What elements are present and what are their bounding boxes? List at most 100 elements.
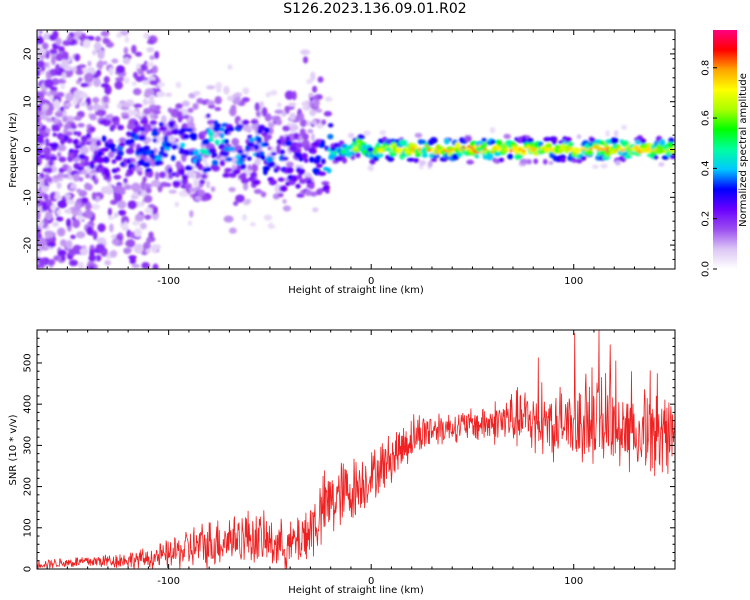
spectrogram-cell — [115, 77, 125, 82]
spectrogram-cell — [189, 187, 197, 193]
spectrogram-cell — [602, 147, 606, 151]
spectrogram-cell — [150, 244, 159, 253]
spectrogram-cell — [276, 144, 281, 155]
spectrogram-cell — [113, 192, 123, 202]
spectrogram-cell — [328, 154, 336, 161]
spectrogram-cell — [72, 97, 78, 106]
spectrogram-cell — [542, 158, 548, 165]
spectrogram-cell — [37, 36, 44, 45]
spectrogram-cell — [236, 124, 244, 129]
spectrogram-cell — [187, 220, 193, 226]
spectrogram-cell — [107, 207, 113, 217]
spectrogram-cell — [618, 146, 623, 150]
spectrogram-cell — [275, 118, 283, 126]
spectrogram-cell — [192, 103, 199, 110]
spectrogram-cell — [265, 155, 274, 163]
spectrogram-cell — [312, 95, 318, 100]
spectrogram-cell — [257, 124, 266, 132]
spectrogram-cell — [414, 152, 421, 158]
spectrogram-cell — [321, 181, 330, 186]
spectrogram-cell — [131, 166, 136, 172]
spectrogram-cell — [44, 230, 54, 239]
spectrogram-cell — [38, 220, 44, 228]
spectrogram-cell — [37, 137, 44, 144]
spectrogram-cell — [173, 127, 179, 135]
spectrogram-cell — [576, 134, 582, 139]
spectrogram-cell — [545, 143, 553, 148]
spectrogram-cell — [131, 44, 137, 54]
spectrogram-cell — [62, 115, 68, 123]
spectrogram-cell — [137, 147, 145, 152]
colorbar-tick-label: 0.4 — [701, 160, 712, 176]
spectrogram-cell — [179, 142, 186, 148]
spectrogram-cell — [79, 247, 89, 256]
snr-y-tick-label: 300 — [23, 436, 34, 455]
spectrogram-cell — [176, 111, 183, 119]
spectrogram-cell — [70, 234, 76, 240]
spectrogram-cell — [307, 129, 314, 134]
spectrogram-cell — [47, 259, 56, 266]
spectrogram-cell — [122, 158, 128, 165]
spectrogram-cell — [505, 147, 510, 151]
spectrogram-cell — [379, 129, 387, 136]
spectrogram-cell — [37, 115, 41, 124]
spectrogram-cell — [160, 114, 167, 125]
spectrogram-cell — [240, 177, 249, 184]
spectrogram-cell — [167, 172, 174, 180]
spectrogram-cell — [287, 166, 294, 174]
spectrogram-cell — [100, 83, 110, 88]
spectrogram-cell — [145, 187, 152, 194]
spectrogram-cell — [104, 260, 112, 266]
spectrogram-cell — [156, 91, 166, 98]
spectrogram-cell — [267, 121, 276, 128]
colorbar-tick-label: 0.8 — [701, 60, 712, 76]
spectrogram-cell — [148, 171, 153, 178]
spectrogram-cell — [317, 76, 324, 83]
spectrogram-cell — [55, 63, 60, 72]
spectrogram-cell — [323, 111, 333, 117]
spectrogram-cell — [109, 223, 114, 233]
spectrogram-cell — [172, 180, 181, 187]
spectrogram-cell — [150, 179, 161, 188]
spectrogram-cell — [181, 100, 190, 107]
spectrogram-cell — [75, 231, 86, 239]
spectrogram-cell — [79, 141, 86, 147]
spectrogram-cell — [454, 141, 461, 149]
spectrogram-cell — [109, 249, 118, 258]
spectrogram-cell — [143, 145, 151, 152]
spectrogram-cell — [344, 147, 349, 153]
spectrogram-cell — [277, 192, 284, 198]
spectrogram-cell — [117, 124, 125, 131]
spectrogram-cell — [85, 141, 92, 146]
spectrogram-cell — [158, 171, 167, 179]
spectrogram-cell — [242, 181, 249, 191]
spectrogram-cell — [282, 125, 291, 132]
spectrogram-cell — [509, 149, 513, 153]
spectrogram-cell — [194, 196, 202, 201]
spectrogram-cell — [107, 182, 112, 192]
spectrogram-cell — [420, 139, 427, 145]
spectrogram-cell — [160, 145, 166, 152]
spectrogram-cell — [43, 32, 51, 41]
spectrogram-cell — [44, 154, 51, 161]
spectrogram-cell — [41, 109, 47, 114]
spectrogram-cell — [125, 172, 131, 177]
spectrogram-cell — [366, 147, 375, 152]
spectrogram-cell — [306, 78, 313, 85]
spectrogram-cell — [352, 146, 361, 154]
spectrogram-cell — [42, 186, 49, 192]
spectrogram-cell — [326, 167, 332, 174]
spectrogram-cell — [384, 147, 393, 152]
spectrogram-cell — [357, 134, 366, 140]
spectrogram-cell — [355, 152, 361, 158]
spectrogram-cell — [49, 155, 58, 162]
colorbar-label: Normalized spectral amplitude — [738, 73, 749, 227]
spectrogram-cell — [44, 78, 54, 89]
spectrogram-cell — [247, 134, 253, 139]
spectrogram-cell — [302, 56, 309, 64]
spectrogram-cell — [97, 49, 105, 60]
spectrogram-cell — [67, 175, 74, 180]
spectrogram-cell — [227, 126, 235, 132]
snr-y-axis-label: SNR (10 * v/v) — [8, 414, 19, 485]
spectrogram-y-axis-label: Frequency (Hz) — [8, 112, 19, 188]
